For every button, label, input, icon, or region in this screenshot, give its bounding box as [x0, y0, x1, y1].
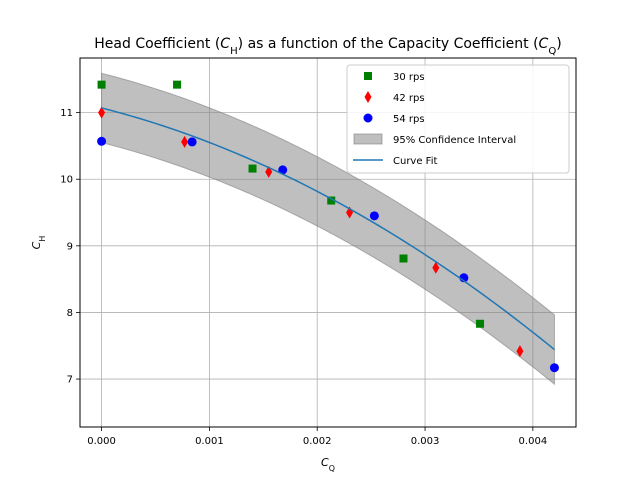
data-point-54-rps: [278, 165, 288, 175]
data-points-layer: [97, 80, 559, 373]
legend-marker: [364, 72, 372, 80]
legend-label: 54 rps: [393, 114, 425, 125]
data-point-54-rps: [187, 137, 197, 147]
legend-swatch-band: [353, 133, 383, 145]
data-point-42-rps: [181, 135, 189, 148]
curve-fit-layer: [101, 107, 555, 351]
confidence-interval-band: [101, 72, 555, 386]
data-point-42-rps: [432, 261, 440, 274]
legend-marker: [363, 113, 373, 123]
data-point-54-rps: [369, 211, 379, 221]
data-point-54-rps: [97, 136, 107, 146]
x-tick-label: 0.001: [195, 436, 224, 447]
axis-ticks: 0.000 0.001 0.002 0.003 0.004 7 8 9 10 11: [60, 108, 547, 447]
data-point-30-rps: [173, 80, 182, 89]
y-tick-label: 11: [60, 108, 73, 119]
x-axis-title: CQ: [321, 456, 335, 473]
y-tick-label: 7: [67, 375, 73, 386]
y-tick-label: 8: [67, 308, 73, 319]
legend-label: 42 rps: [393, 93, 425, 104]
data-point-30-rps: [476, 319, 485, 328]
plot-frame: [79, 57, 577, 428]
y-axis-title: CH: [30, 236, 47, 250]
data-point-30-rps: [248, 164, 257, 173]
legend: 30 rps 42 rps 54 rps 95% Confidence Interva…: [346, 64, 570, 174]
data-point-30-rps: [399, 254, 408, 263]
legend-label: 95% Confidence Interval: [393, 135, 516, 146]
data-point-54-rps: [549, 363, 559, 373]
x-tick-label: 0.000: [87, 436, 116, 447]
legend-marker: [364, 91, 372, 103]
chart-title: Head Coefficient (CH) as a function of t…: [94, 36, 561, 57]
x-tick-label: 0.002: [303, 436, 332, 447]
legend-box: [346, 64, 570, 174]
legend-label: Curve Fit: [393, 156, 437, 167]
data-point-42-rps: [516, 345, 524, 358]
data-point-30-rps: [327, 196, 336, 205]
x-tick-label: 0.003: [411, 436, 440, 447]
curve-fit-line: [101, 107, 555, 351]
data-point-42-rps: [98, 106, 106, 119]
y-tick-label: 10: [60, 175, 73, 186]
confidence-band-layer: [101, 72, 555, 386]
y-tick-label: 9: [67, 241, 73, 252]
legend-label: 30 rps: [393, 72, 425, 83]
data-point-30-rps: [97, 80, 106, 89]
x-tick-label: 0.004: [519, 436, 548, 447]
